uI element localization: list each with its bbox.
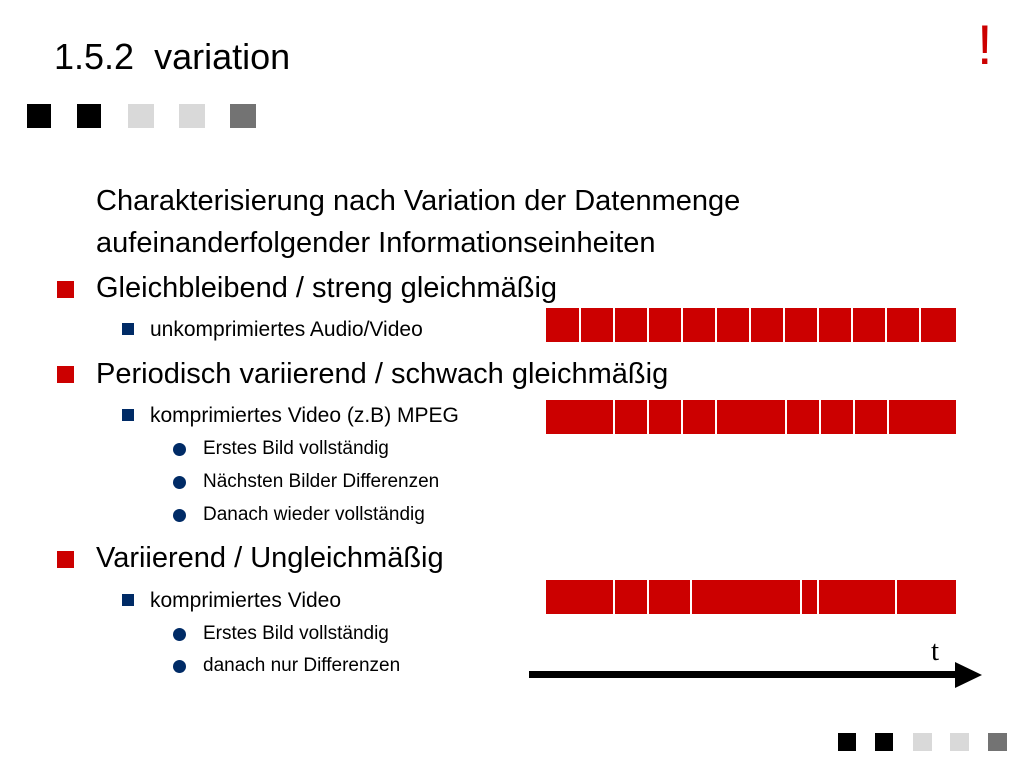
decor-square-icon (27, 104, 51, 128)
block-divider (800, 580, 802, 614)
decor-square-icon (179, 104, 205, 128)
blue-square-icon (122, 594, 134, 606)
block-divider (887, 400, 889, 434)
decor-square-icon (838, 733, 856, 751)
arrow-right-icon (955, 662, 982, 688)
detail-item: Nächsten Bilder Differenzen (203, 471, 440, 492)
block-divider (919, 308, 921, 342)
block-divider (851, 308, 853, 342)
detail-item: Erstes Bild vollständig (203, 623, 389, 644)
decor-square-icon (950, 733, 969, 751)
block-divider (885, 308, 887, 342)
slide-title: 1.5.2 variation (54, 36, 290, 78)
slide-number: 1.5.2 (54, 36, 135, 77)
block-divider (681, 400, 683, 434)
constant-rate-blocks (546, 308, 956, 342)
blue-square-icon (122, 323, 134, 335)
block-divider (613, 308, 615, 342)
block-divider (613, 400, 615, 434)
intro-line: aufeinanderfolgender Informationseinheit… (96, 227, 656, 259)
detail-item: Danach wieder vollständig (203, 504, 425, 525)
block-divider (783, 308, 785, 342)
time-axis-label: t (931, 635, 940, 667)
detail-item: danach nur Differenzen (203, 655, 401, 676)
block-divider (681, 308, 683, 342)
block-divider (817, 308, 819, 342)
block-divider (690, 580, 692, 614)
block-divider (647, 308, 649, 342)
blue-square-icon (122, 409, 134, 421)
blue-dot-icon (173, 660, 186, 673)
block-divider (647, 400, 649, 434)
section-heading: Gleichbleibend / streng gleichmäßig (96, 272, 558, 304)
section-heading: Variierend / Ungleichmäßig (96, 542, 444, 574)
block-divider (613, 580, 615, 614)
decor-square-icon (230, 104, 256, 128)
detail-item: Erstes Bild vollständig (203, 438, 389, 459)
section-sub-item: unkomprimiertes Audio/Video (150, 318, 423, 341)
blue-dot-icon (173, 628, 186, 641)
decor-square-icon (875, 733, 893, 751)
decor-square-icon (988, 733, 1007, 751)
decor-square-icon (77, 104, 101, 128)
decor-square-icon (913, 733, 932, 751)
blue-dot-icon (173, 443, 186, 456)
block-divider (853, 400, 855, 434)
block-divider (647, 580, 649, 614)
slide-title-text: variation (154, 36, 291, 77)
block-divider (579, 308, 581, 342)
blue-dot-icon (173, 476, 186, 489)
periodic-rate-blocks (546, 400, 956, 434)
section-sub-item: komprimiertes Video (z.B) MPEG (150, 404, 459, 427)
section-sub-item: komprimiertes Video (150, 589, 342, 612)
exclamation-mark: ! (977, 13, 993, 76)
decor-square-icon (128, 104, 154, 128)
block-divider (819, 400, 821, 434)
intro-paragraph: Charakterisierung nach Variation der Dat… (96, 180, 896, 264)
block-divider (715, 400, 717, 434)
block-divider (715, 308, 717, 342)
block-divider (785, 400, 787, 434)
block-divider (817, 580, 819, 614)
red-square-icon (57, 551, 74, 568)
variable-rate-blocks (546, 580, 956, 614)
block-divider (895, 580, 897, 614)
blue-dot-icon (173, 509, 186, 522)
red-square-icon (57, 281, 74, 298)
section-heading: Periodisch variierend / schwach gleichmä… (96, 358, 669, 390)
intro-line: Charakterisierung nach Variation der Dat… (96, 185, 741, 217)
red-square-icon (57, 366, 74, 383)
time-axis-line (529, 671, 959, 678)
block-divider (749, 308, 751, 342)
